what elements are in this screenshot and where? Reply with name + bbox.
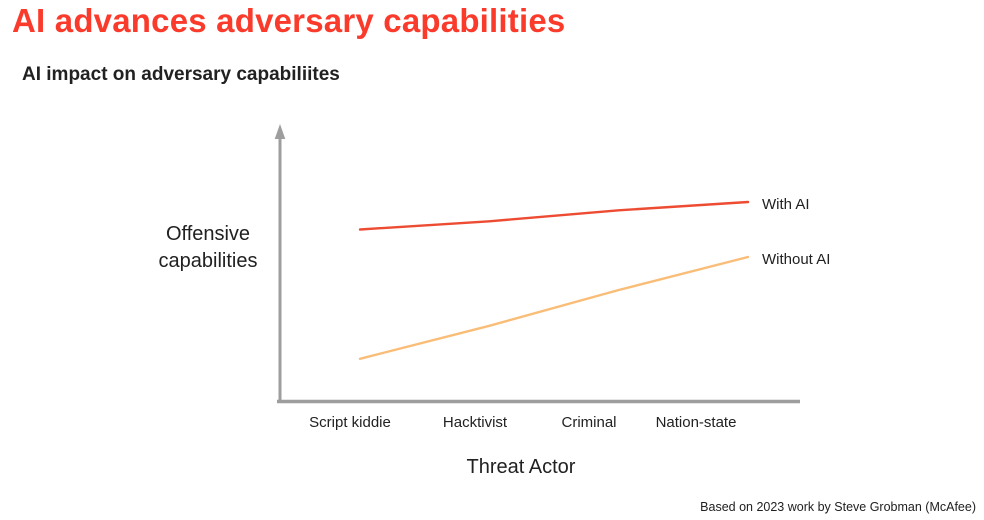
- series-line-without-ai: [358, 255, 750, 360]
- x-tick-criminal: Criminal: [561, 414, 617, 431]
- y-axis-arrowhead-icon: [274, 124, 286, 139]
- attribution-note: Based on 2023 work by Steve Grobman (McA…: [700, 500, 976, 514]
- y-axis: [274, 124, 286, 402]
- series-line-with-ai: [358, 200, 750, 231]
- x-tick-nation-state: Nation-state: [655, 414, 737, 431]
- series-label-with-ai: With AI: [762, 196, 810, 213]
- chart-title: AI impact on adversary capabiliites: [22, 64, 340, 85]
- x-axis-label: Threat Actor: [466, 456, 576, 478]
- x-tick-script-kiddie: Script kiddie: [309, 414, 391, 431]
- y-axis-label: Offensive capabilities: [158, 223, 258, 272]
- x-tick-hacktivist: Hacktivist: [442, 414, 508, 431]
- series-label-without-ai: Without AI: [762, 251, 831, 268]
- chart-series-lines: [358, 200, 750, 360]
- page-title: AI advances adversary capabilities: [12, 2, 566, 39]
